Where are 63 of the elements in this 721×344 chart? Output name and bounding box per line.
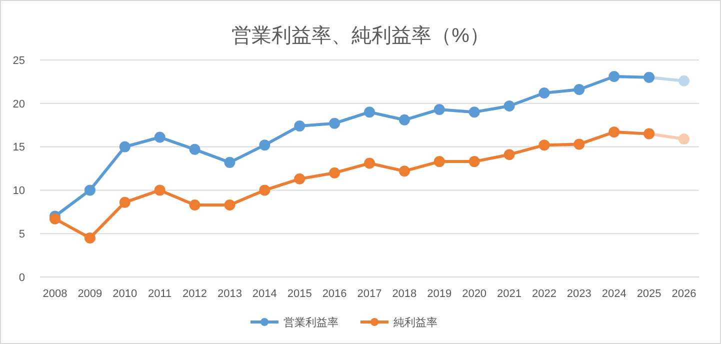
x-tick-label: 2018 [392, 288, 417, 300]
x-tick-label: 2008 [42, 288, 68, 300]
point [294, 120, 306, 132]
point [538, 87, 550, 98]
x-tick-label: 2022 [532, 288, 556, 300]
x-tick-label: 2012 [182, 288, 208, 300]
x-tick-label: 2014 [252, 288, 277, 300]
point [224, 156, 236, 168]
point [398, 166, 410, 177]
x-tick-label: 2021 [497, 288, 522, 300]
point [294, 173, 306, 184]
point [434, 104, 445, 115]
point [189, 199, 200, 210]
point [259, 140, 270, 151]
chart-title: 営業利益率、純利益率（%） [232, 25, 490, 47]
y-tick-label: 5 [18, 228, 25, 240]
point [119, 196, 130, 208]
y-tick-label: 15 [12, 142, 25, 154]
point [678, 75, 690, 86]
point [364, 158, 375, 169]
x-tick-label: 2024 [602, 288, 626, 300]
x-tick-label: 2013 [217, 288, 242, 300]
point [224, 199, 236, 210]
legend-label: 純利益率 [394, 316, 438, 329]
x-tick-label: 2020 [462, 288, 487, 300]
y-tick-label: 0 [18, 272, 25, 284]
x-tick-label: 2016 [322, 288, 347, 300]
point [574, 138, 585, 150]
point [329, 118, 340, 129]
point [398, 114, 410, 126]
x-tick-label: 2011 [148, 288, 172, 300]
point [189, 144, 200, 155]
point [504, 149, 515, 160]
y-tick-label: 25 [12, 54, 25, 67]
y-tick-label: 20 [12, 98, 25, 110]
x-tick-label: 2015 [287, 288, 312, 300]
x-tick-label: 2009 [78, 288, 102, 300]
point [259, 184, 270, 196]
x-tick-label: 2017 [357, 288, 382, 300]
point [434, 156, 445, 168]
point [538, 140, 550, 151]
point [50, 213, 60, 224]
point [468, 106, 480, 118]
legend-label: 営業利益率 [284, 316, 338, 329]
point [504, 100, 515, 112]
point [468, 156, 480, 168]
x-tick-label: 2023 [566, 288, 592, 300]
x-tick-label: 2019 [427, 288, 452, 300]
point [608, 126, 620, 138]
x-tick-label: 2025 [636, 288, 662, 300]
point [574, 84, 585, 96]
point [329, 167, 340, 178]
point [84, 232, 96, 244]
point [84, 184, 96, 196]
point [154, 132, 166, 143]
point [154, 184, 166, 196]
point [678, 133, 690, 144]
x-tick-label: 2026 [672, 288, 696, 300]
point [608, 70, 620, 82]
x-tick-label: 2010 [112, 288, 138, 300]
y-tick-label: 10 [12, 185, 25, 198]
point [119, 141, 130, 152]
point [364, 106, 375, 118]
